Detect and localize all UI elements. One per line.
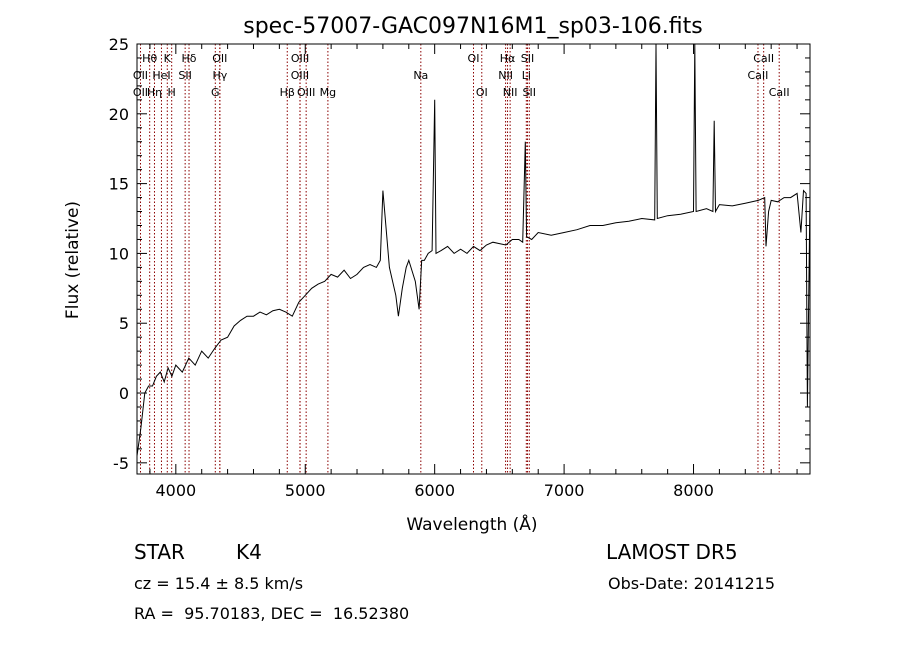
emission-line-label: NII xyxy=(503,86,518,99)
y-axis-ticks: -5 0 5 10 15 20 25 xyxy=(109,35,810,473)
emission-line-label: Hγ xyxy=(212,69,227,82)
observation-date: Obs-Date: 20141215 xyxy=(608,574,776,593)
emission-line-label: NII xyxy=(498,69,513,82)
x-axis-ticks: 4000 5000 6000 7000 8000 xyxy=(149,44,798,500)
emission-line-label: OI xyxy=(476,86,488,99)
plot-frame xyxy=(136,43,811,475)
redshift-velocity: cz = 15.4 ± 8.5 km/s xyxy=(134,574,304,593)
emission-line-label: Li xyxy=(522,69,531,82)
emission-line-label: SII xyxy=(521,52,534,65)
emission-line-label: HeI xyxy=(152,69,170,82)
emission-line-labels: Hθ K Hδ OII OIII OI Hα SII CaII OII HeI SII Hγ OIII Na… xyxy=(133,52,790,99)
y-tick-label: 0 xyxy=(119,384,129,403)
object-class: STAR xyxy=(134,540,185,564)
x-tick-label: 8000 xyxy=(673,481,714,500)
emission-line-label: OIII xyxy=(291,52,309,65)
emission-line-label: CaII xyxy=(769,86,790,99)
emission-line-label: OIII xyxy=(291,69,309,82)
y-axis-label: Flux (relative) xyxy=(63,201,83,319)
emission-line-label: G xyxy=(211,86,220,99)
y-tick-label: 15 xyxy=(109,175,129,194)
x-tick-label: 5000 xyxy=(285,481,326,500)
emission-line-markers xyxy=(139,44,780,474)
object-subclass: K4 xyxy=(236,540,262,564)
x-tick-label: 7000 xyxy=(544,481,585,500)
emission-line-label: CaII xyxy=(748,69,769,82)
emission-line-label: OII xyxy=(133,69,148,82)
emission-line-label: Hδ xyxy=(182,52,197,65)
x-axis-label: Wavelength (Å) xyxy=(406,513,537,535)
emission-line-label: OIII xyxy=(297,86,315,99)
spectrum-line xyxy=(136,43,811,456)
emission-line-label: OII xyxy=(133,86,148,99)
emission-line-label: OI xyxy=(468,52,480,65)
emission-line-label: Na xyxy=(413,69,428,82)
emission-line-label: Hη xyxy=(147,86,162,99)
emission-line-label: SII xyxy=(523,86,536,99)
emission-line-label: CaII xyxy=(753,52,774,65)
emission-line-label: H xyxy=(168,86,176,99)
emission-line-label: Mg xyxy=(320,86,336,99)
y-tick-label: -5 xyxy=(113,454,129,473)
emission-line-label: SII xyxy=(178,69,191,82)
emission-line-label: Hβ xyxy=(280,86,295,99)
emission-line-label: K xyxy=(164,52,172,65)
y-tick-label: 10 xyxy=(109,244,129,263)
y-tick-label: 5 xyxy=(119,314,129,333)
survey-name: LAMOST DR5 xyxy=(606,540,738,564)
x-tick-label: 4000 xyxy=(155,481,196,500)
coordinates: RA = 95.70183, DEC = 16.52380 xyxy=(134,604,410,623)
chart-title: spec-57007-GAC097N16M1_sp03-106.fits xyxy=(243,14,703,39)
y-tick-label: 20 xyxy=(109,105,129,124)
emission-line-label: OII xyxy=(212,52,227,65)
x-tick-label: 6000 xyxy=(414,481,455,500)
emission-line-label: Hθ xyxy=(142,52,157,65)
emission-line-label: Hα xyxy=(500,52,516,65)
y-tick-label: 25 xyxy=(109,35,129,54)
